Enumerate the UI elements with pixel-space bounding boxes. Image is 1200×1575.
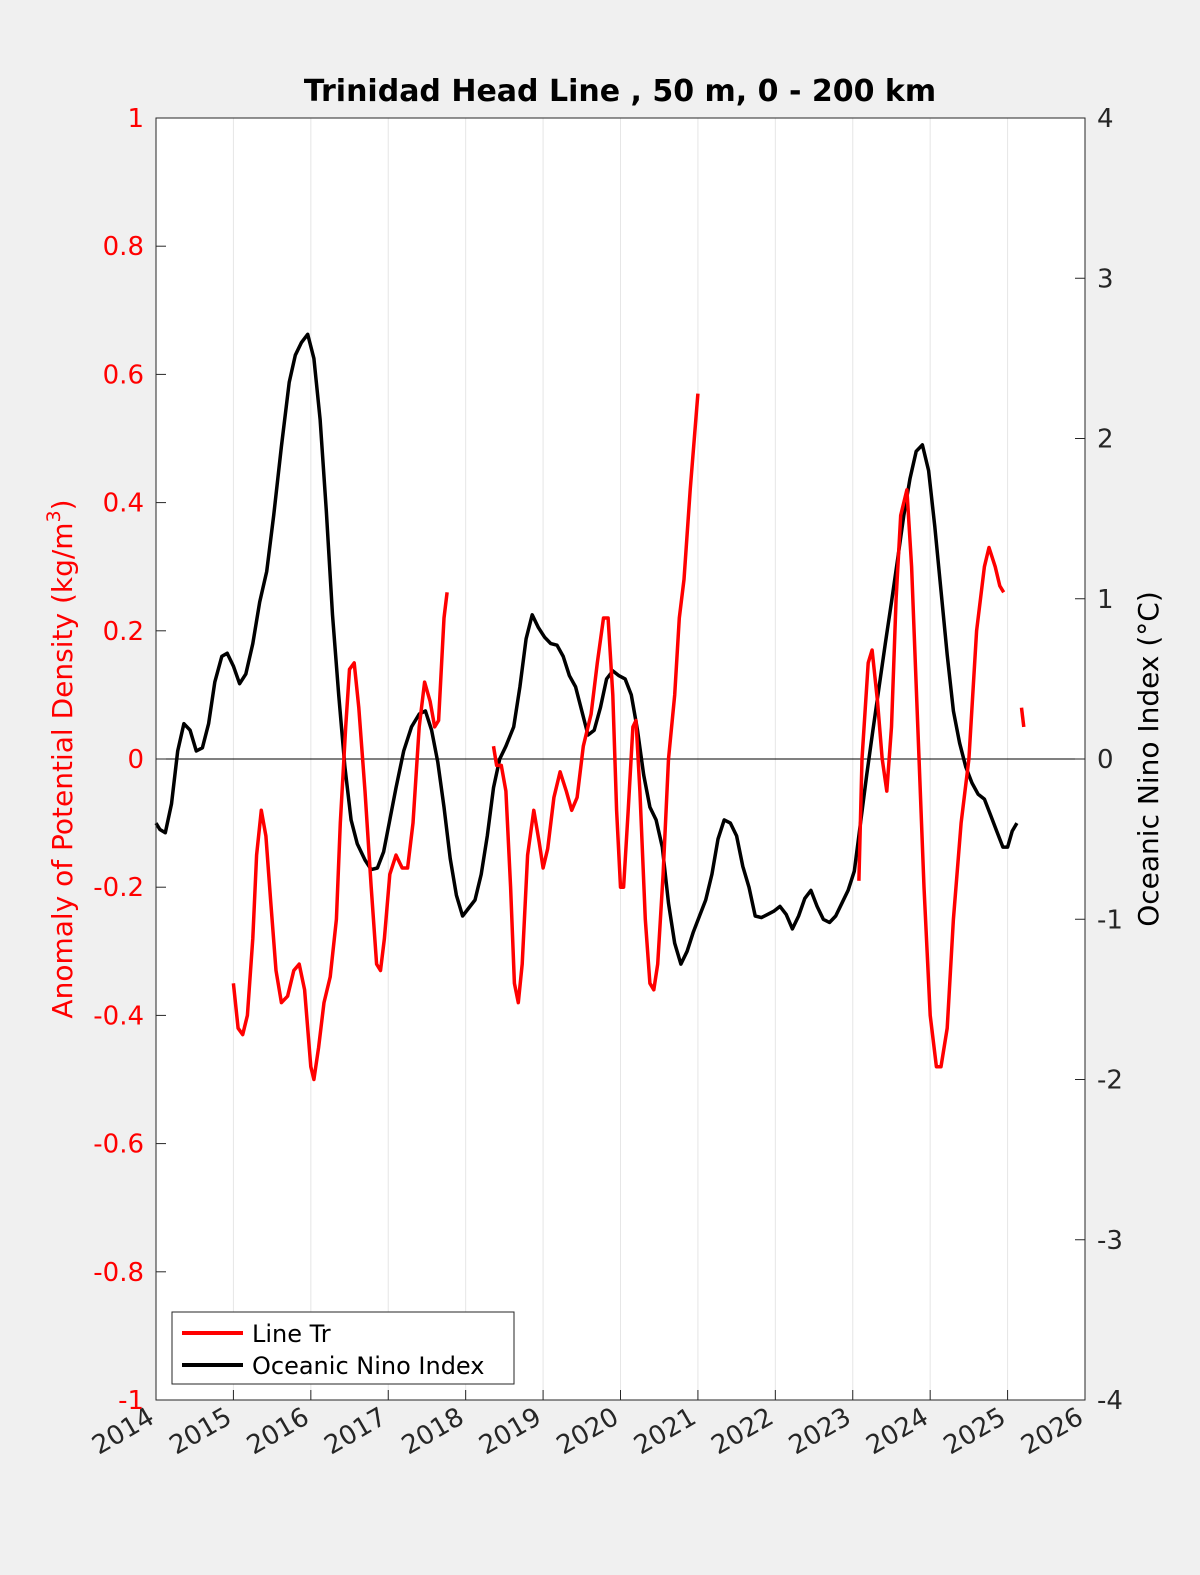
x-tick-label-2025: 2025 [939, 1402, 1011, 1461]
x-tick-label-2020: 2020 [552, 1402, 624, 1461]
y-right-tick-label: -1 [1097, 905, 1123, 935]
y-right-label: Oceanic Nino Index (°C) [1132, 591, 1165, 927]
x-tick-label-2023: 2023 [784, 1402, 856, 1461]
y-right-tick-label: -2 [1097, 1066, 1123, 1096]
y-left-tick-label: -0.6 [93, 1130, 144, 1160]
legend-label-line-tr: Line Tr [252, 1320, 331, 1348]
oni-series-segment-0 [154, 332, 1019, 966]
line-tr-series-segment-2 [857, 488, 1006, 1069]
y-left-tick-label: 1 [127, 104, 144, 134]
y-right-tick-label: -3 [1097, 1226, 1123, 1256]
y-left-label: Anomaly of Potential Density (kg/m3) [43, 499, 79, 1018]
y-right-tick-label: 1 [1097, 585, 1114, 615]
line-tr-series-segment-3 [1019, 707, 1026, 728]
y-left-tick-label: -1 [118, 1386, 144, 1416]
chart-title: Trinidad Head Line , 50 m, 0 - 200 km [304, 74, 936, 109]
y-left-tick-label: -0.8 [93, 1258, 144, 1288]
x-tick-label-2022: 2022 [707, 1402, 779, 1461]
legend-label-oni: Oceanic Nino Index [252, 1352, 484, 1380]
y-right-tick-label: 3 [1097, 264, 1114, 294]
series-group [154, 332, 1026, 1082]
y-left-tick-label: 0.2 [103, 617, 144, 647]
x-axis: 2014 2015 2016 2017 2018 2019 2020 2021 2022 2023… [87, 1390, 1089, 1461]
line-tr-series-segment-1 [491, 393, 700, 1005]
x-tick-label-2016: 2016 [242, 1402, 314, 1461]
y-right-tick-label: 4 [1097, 104, 1114, 134]
x-tick-label-2021: 2021 [629, 1402, 701, 1461]
left-axis: 1 0.8 0.6 0.4 0.2 0 -0.2 -0.4 -0.6 -0.8 -1 [93, 104, 166, 1416]
right-axis: 4 3 2 1 0 -1 -2 -3 -4 [1075, 104, 1123, 1416]
legend: Line Tr Oceanic Nino Index [171, 1311, 515, 1385]
y-right-tick-label: 0 [1097, 745, 1114, 775]
y-left-tick-label: 0.8 [103, 232, 144, 262]
x-tick-label-2024: 2024 [861, 1402, 933, 1461]
x-tick-label-2026: 2026 [1016, 1402, 1088, 1461]
legend-box [171, 1311, 515, 1385]
y-left-tick-label: -0.2 [93, 873, 144, 903]
y-left-tick-label: 0 [127, 745, 144, 775]
y-right-tick-label: -4 [1097, 1386, 1123, 1416]
line-tr-series-segment-0 [231, 592, 449, 1082]
y-right-tick-label: 2 [1097, 425, 1114, 455]
x-tick-label-2018: 2018 [397, 1402, 469, 1461]
x-tick-label-2017: 2017 [319, 1402, 391, 1461]
y-left-tick-label: 0.6 [103, 360, 144, 390]
y-left-tick-label: -0.4 [93, 1001, 144, 1031]
y-left-tick-label: 0.4 [103, 489, 144, 519]
x-tick-label-2019: 2019 [474, 1402, 546, 1461]
x-tick-label-2015: 2015 [165, 1402, 237, 1461]
